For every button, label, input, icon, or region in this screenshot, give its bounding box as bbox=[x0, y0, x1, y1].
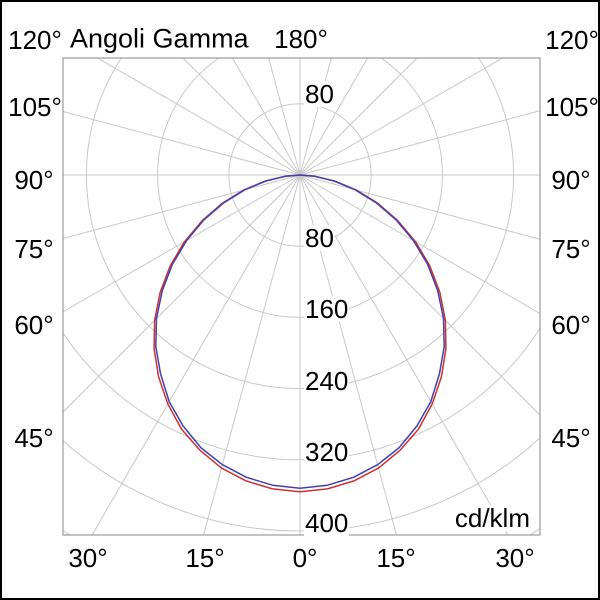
angle-label-right-105: 105° bbox=[545, 92, 599, 122]
angle-label-right-90: 90° bbox=[551, 165, 591, 195]
angle-label-right-75: 75° bbox=[551, 234, 591, 264]
angle-label-left-45: 45° bbox=[14, 423, 54, 453]
curve-c0-c180 bbox=[153, 174, 447, 493]
angle-label-bottom-30r: 30° bbox=[495, 543, 535, 573]
angle-label-right-45: 45° bbox=[551, 423, 591, 453]
radial-tick-400: 400 bbox=[304, 508, 350, 538]
angle-label-right-60: 60° bbox=[551, 310, 591, 340]
radial-tick-80-above: 80 bbox=[304, 79, 335, 109]
angle-label-bottom-15r: 15° bbox=[376, 543, 416, 573]
chart-title: Angoli Gamma bbox=[70, 23, 249, 54]
angle-label-left-120: 120° bbox=[8, 25, 62, 55]
angle-label-left-60: 60° bbox=[14, 310, 54, 340]
angle-label-left-75: 75° bbox=[14, 234, 54, 264]
angle-label-bottom-15l: 15° bbox=[185, 543, 225, 573]
angle-label-right-120: 120° bbox=[545, 25, 599, 55]
angle-label-bottom-0: 0° bbox=[292, 543, 318, 573]
angle-label-bottom-30l: 30° bbox=[68, 543, 108, 573]
angle-label-left-90: 90° bbox=[14, 165, 54, 195]
curve-c90-c270 bbox=[155, 174, 445, 490]
radial-tick-160: 160 bbox=[304, 294, 350, 324]
radial-tick-80-below: 80 bbox=[304, 223, 335, 253]
plot-border bbox=[62, 57, 541, 536]
angle-label-top-180: 180° bbox=[274, 24, 328, 54]
radial-tick-240: 240 bbox=[304, 366, 350, 396]
unit-label: cd/klm bbox=[452, 503, 532, 533]
angle-label-left-105: 105° bbox=[8, 92, 62, 122]
radial-tick-320: 320 bbox=[304, 437, 350, 467]
